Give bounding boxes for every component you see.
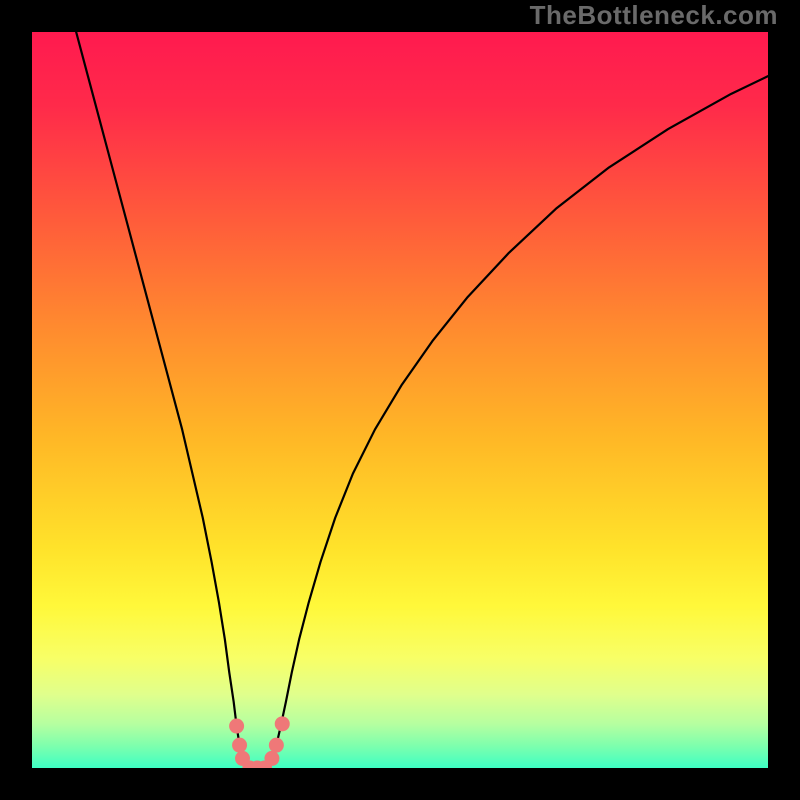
plot-area <box>32 32 768 768</box>
highlight-dot <box>275 716 290 731</box>
watermark-text: TheBottleneck.com <box>530 0 778 31</box>
bottleneck-curve-chart <box>32 32 768 768</box>
gradient-background <box>32 32 768 768</box>
chart-stage: TheBottleneck.com <box>0 0 800 800</box>
highlight-dot <box>229 719 244 734</box>
highlight-dot <box>232 738 247 753</box>
highlight-dot <box>264 751 279 766</box>
highlight-dot <box>269 738 284 753</box>
